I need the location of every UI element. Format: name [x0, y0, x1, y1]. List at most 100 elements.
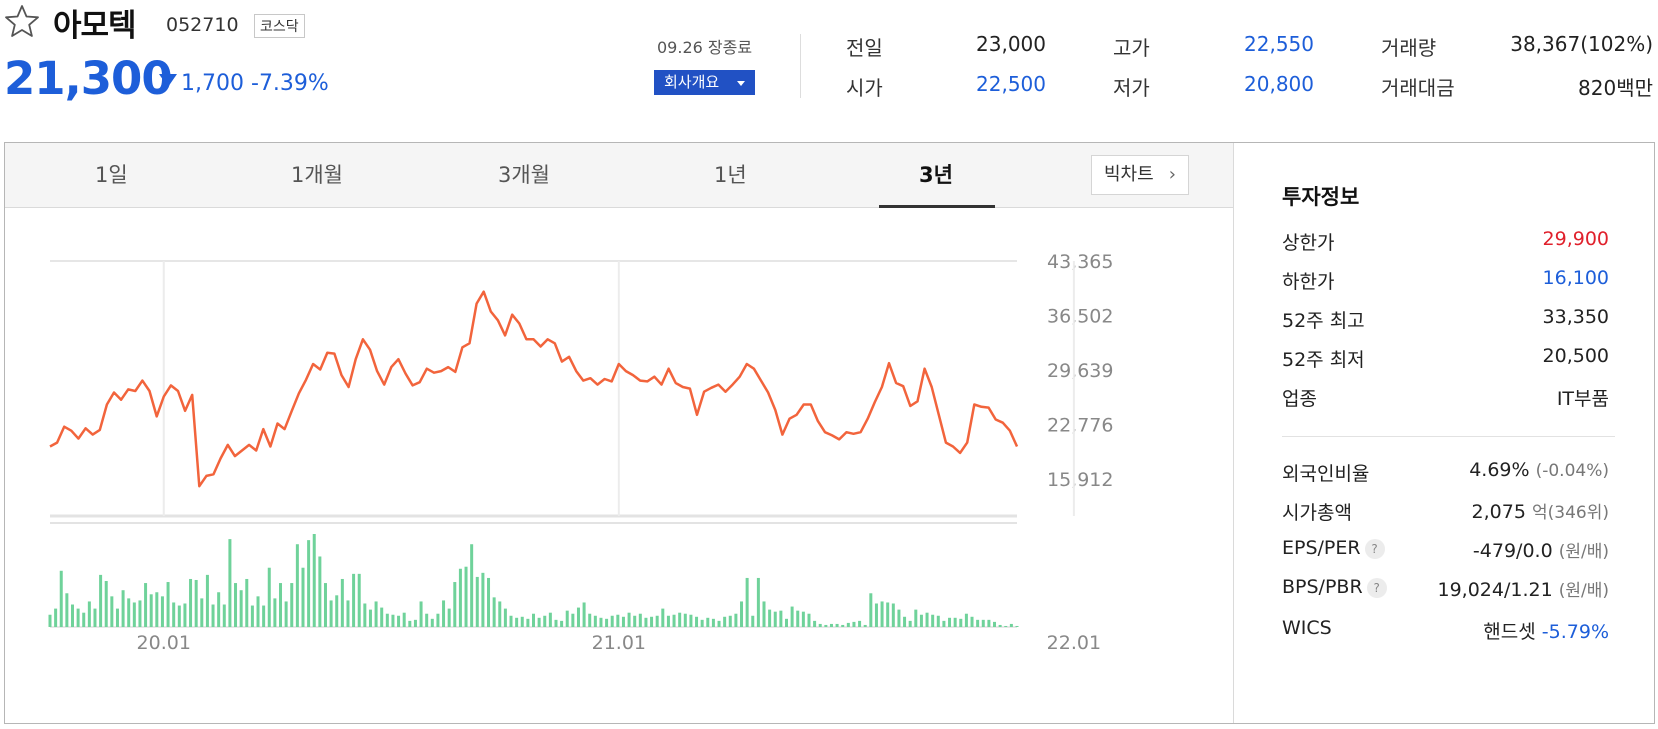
volume-bar: [869, 593, 873, 627]
volume-bar: [115, 608, 119, 627]
x-tick-label: 21.01: [592, 632, 646, 654]
price-line: [49, 290, 1019, 488]
big-chart-label: 빅차트: [1104, 164, 1154, 185]
open-value: 22,500: [976, 72, 1046, 96]
volume-bar: [874, 603, 878, 627]
volume-bar: [419, 601, 423, 627]
divider: [800, 34, 801, 98]
volume-bar: [211, 604, 215, 627]
tab-3month[interactable]: 3개월: [498, 163, 551, 187]
chevron-right-icon: ›: [1168, 164, 1176, 185]
chart-panel: 1일 1개월 3개월 1년 3년 빅차트 › 43,365 36,502 29,63…: [4, 142, 1655, 724]
volume-bar: [357, 573, 361, 627]
volume-bar: [661, 608, 665, 627]
volume-bar: [307, 540, 311, 627]
volume-bar: [959, 618, 963, 627]
tab-3year[interactable]: 3년: [919, 163, 953, 187]
volume-bar: [391, 614, 395, 627]
upper-limit-value: 29,900: [1542, 228, 1609, 250]
volume-bar: [59, 570, 63, 627]
volume-bar: [503, 608, 507, 627]
volume-bar: [560, 620, 564, 627]
bps-pbr-unit: (원/배): [1558, 581, 1609, 601]
volume-bar: [740, 601, 744, 627]
wics-value: 핸드셋 -5.79%: [1483, 617, 1609, 644]
volume-bar: [751, 615, 755, 627]
trade-value-label: 거래대금: [1381, 76, 1455, 100]
volume-bar: [863, 624, 867, 627]
invest-info-title: 투자정보: [1282, 185, 1360, 209]
foreign-ratio-value: 4.69% (-0.04%): [1469, 459, 1609, 481]
volume-bar: [481, 572, 485, 627]
volume-bar: [936, 615, 940, 627]
big-chart-button[interactable]: 빅차트 ›: [1091, 155, 1189, 195]
volume-bar: [301, 567, 305, 627]
volume-bar: [110, 596, 114, 627]
high52-value: 33,350: [1542, 306, 1609, 328]
volume-bar: [256, 596, 260, 627]
volume-value: 38,367(102%): [1510, 32, 1653, 56]
tab-1month[interactable]: 1개월: [291, 163, 344, 187]
tab-1day[interactable]: 1일: [95, 163, 128, 187]
volume-bar: [239, 590, 243, 627]
volume-bar: [548, 612, 552, 627]
volume-bar: [700, 619, 704, 627]
volume-bar: [397, 615, 401, 627]
volume-bar: [773, 611, 777, 627]
volume-bar: [425, 613, 429, 627]
volume-bar: [189, 578, 193, 627]
volume-bar: [413, 619, 417, 627]
stock-name: 아모텍: [53, 8, 137, 44]
volume-bar: [537, 617, 541, 627]
tab-1year[interactable]: 1년: [714, 163, 747, 187]
volume-bar: [610, 615, 614, 627]
eps-per-label: EPS/PER?: [1282, 537, 1385, 559]
volume-bar: [532, 613, 535, 627]
volume-bar: [200, 598, 204, 627]
volume-bar: [807, 613, 811, 627]
volume-bar: [970, 616, 974, 627]
lower-limit-value: 16,100: [1542, 267, 1609, 289]
sector-label: 업종: [1282, 388, 1317, 410]
volume-bar: [245, 578, 249, 627]
eps-per-unit: (원/배): [1558, 542, 1609, 562]
market-cap: 2,075: [1471, 501, 1526, 523]
volume-bar: [166, 582, 170, 627]
volume-bar: [340, 578, 344, 627]
sector-value[interactable]: IT부품: [1556, 388, 1609, 410]
volume-bar: [891, 603, 895, 627]
volume-bar: [149, 594, 153, 627]
help-icon[interactable]: ?: [1364, 538, 1385, 559]
company-overview-button[interactable]: 회사개요: [654, 70, 755, 95]
volume-bar: [363, 603, 367, 627]
volume-label: 거래량: [1381, 36, 1437, 60]
volume-bar: [666, 615, 670, 627]
stock-code: 052710: [166, 14, 239, 36]
volume-bar: [222, 604, 226, 627]
volume-bar: [54, 608, 58, 627]
wics-industry[interactable]: 핸드셋: [1483, 621, 1536, 643]
volume-bar: [948, 617, 952, 627]
prev-close-label: 전일: [846, 36, 883, 60]
help-icon[interactable]: ?: [1366, 577, 1387, 598]
caret-down-icon: [737, 81, 745, 86]
volume-bar: [554, 619, 558, 627]
volume-bar: [70, 604, 74, 627]
favorite-star-icon[interactable]: [4, 4, 40, 38]
volume-bar: [571, 613, 575, 627]
y-tick-label: 15,912: [1047, 469, 1113, 491]
volume-bar: [1009, 623, 1013, 627]
volume-bar: [458, 568, 462, 627]
volume-bar: [829, 623, 833, 627]
volume-bar: [650, 616, 654, 627]
volume-bar: [903, 616, 907, 627]
volume-bar: [683, 613, 687, 627]
volume-bar: [723, 616, 727, 627]
volume-bar: [711, 618, 715, 627]
volume-bar: [194, 579, 198, 627]
volume-bar: [779, 610, 783, 627]
volume-bar: [672, 614, 676, 627]
stock-header: 아모텍 052710 코스닥 21,300 1,700 -7.39% 09.26…: [0, 0, 1658, 130]
volume-bar: [318, 556, 322, 627]
volume-bar: [976, 619, 980, 627]
